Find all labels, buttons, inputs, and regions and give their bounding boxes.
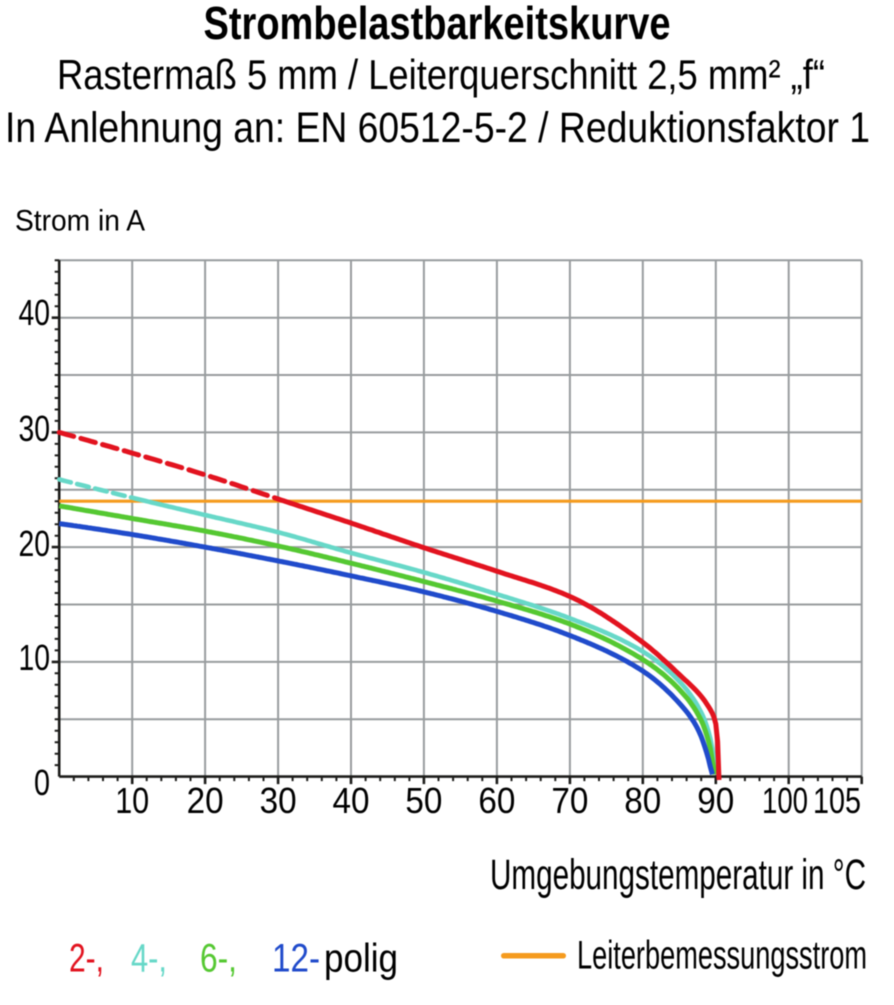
svg-text:80: 80 bbox=[624, 780, 661, 821]
svg-text:10: 10 bbox=[115, 780, 149, 821]
svg-text:60: 60 bbox=[478, 780, 515, 821]
svg-text:0: 0 bbox=[34, 762, 50, 803]
svg-text:Strombelastbarkeitskurve: Strombelastbarkeitskurve bbox=[204, 0, 671, 49]
svg-text:20: 20 bbox=[19, 523, 51, 564]
svg-text:10: 10 bbox=[19, 637, 51, 678]
svg-text:30: 30 bbox=[19, 408, 51, 449]
svg-text:In Anlehnung an: EN 60512-5-2: In Anlehnung an: EN 60512-5-2 / Reduktio… bbox=[5, 104, 870, 152]
svg-text:Rastermaß 5 mm / Leiterquersch: Rastermaß 5 mm / Leiterquerschnitt 2,5 m… bbox=[57, 51, 825, 98]
svg-text:90: 90 bbox=[697, 780, 734, 821]
svg-text:6-,: 6-, bbox=[200, 937, 237, 981]
svg-text:Leiterbemessungsstrom: Leiterbemessungsstrom bbox=[577, 934, 867, 978]
svg-text:20: 20 bbox=[187, 780, 224, 821]
svg-text:40: 40 bbox=[333, 780, 370, 821]
svg-text:Strom in A: Strom in A bbox=[15, 205, 145, 238]
svg-text:30: 30 bbox=[260, 780, 297, 821]
svg-text:polig: polig bbox=[324, 937, 398, 981]
svg-text:4-,: 4-, bbox=[131, 937, 167, 981]
svg-text:105: 105 bbox=[813, 780, 861, 821]
svg-text:40: 40 bbox=[19, 292, 51, 333]
svg-text:2-,: 2-, bbox=[69, 937, 104, 981]
svg-text:70: 70 bbox=[551, 780, 588, 821]
svg-text:100: 100 bbox=[762, 780, 808, 821]
svg-text:50: 50 bbox=[405, 780, 442, 821]
svg-text:12-: 12- bbox=[272, 937, 320, 981]
svg-text:Umgebungstemperatur in °C: Umgebungstemperatur in °C bbox=[490, 851, 866, 899]
